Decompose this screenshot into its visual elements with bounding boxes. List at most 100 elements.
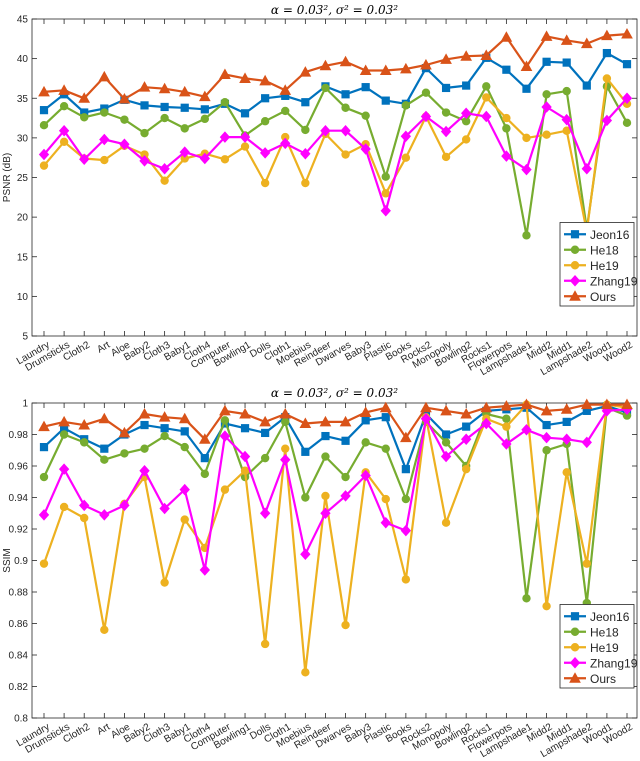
data-point-jeon16 [200,454,209,463]
data-point-zhang19 [159,163,170,175]
data-point-ours [219,68,231,79]
data-point-he18 [341,472,350,482]
y-tick-label: 10 [17,292,29,303]
data-point-he18 [502,414,511,423]
data-point-he19 [441,518,451,527]
data-point-zhang19 [79,499,90,512]
data-point-ours [500,400,513,411]
data-point-zhang19 [601,114,613,127]
data-point-he19 [401,153,411,162]
data-point-ours [601,29,613,41]
data-point-jeon16 [441,430,451,439]
data-point-zhang19 [219,430,231,442]
data-point-he18 [260,453,270,463]
data-point-zhang19 [360,469,371,482]
data-point-he18 [220,98,230,107]
data-point-he18 [180,124,189,133]
data-point-he19 [522,133,531,143]
series-zhang19 [38,92,633,217]
data-point-zhang19 [440,125,452,138]
data-point-zhang19 [320,507,331,519]
data-point-he18 [562,86,571,96]
data-point-he18 [321,83,330,93]
legend-entry-he18: He18 [590,243,619,257]
data-point-he19 [160,578,169,587]
data-point-ours [420,58,432,70]
data-point-he18 [381,444,390,453]
data-point-zhang19 [340,124,351,137]
legend-entry-zhang19: Zhang19 [590,274,638,288]
data-point-zhang19 [259,147,271,159]
data-point-jeon16 [301,447,310,456]
psnr-chart-title: α = 0.03², σ² = 0.03² [271,3,398,17]
data-point-he18 [522,594,531,603]
data-point-zhang19 [360,143,371,155]
data-point-he18 [120,115,129,124]
data-point-he18 [160,113,169,123]
data-point-he18 [39,120,49,130]
data-point-jeon16 [562,417,571,426]
data-point-jeon16 [582,81,591,90]
data-point-ours [400,62,412,74]
data-point-ours [259,415,271,427]
data-point-ours [319,415,332,427]
data-point-zhang19 [139,155,150,167]
y-tick-label: 0.92 [9,525,29,536]
y-tick-label: 0.84 [9,651,29,662]
data-point-jeon16 [522,84,531,93]
data-point-jeon16 [361,416,370,425]
y-tick-label: 0.94 [9,493,29,504]
y-tick-label: 1 [22,399,28,410]
data-point-ours [158,82,171,94]
data-point-zhang19 [179,146,190,158]
data-point-zhang19 [501,150,512,162]
data-point-zhang19 [280,137,291,150]
data-point-ours [379,401,392,413]
data-point-he19 [502,422,511,431]
data-point-zhang19 [420,110,432,123]
data-point-he18 [281,417,290,427]
series-ours [38,28,633,104]
data-point-zhang19 [380,516,391,529]
data-point-he19 [301,178,310,188]
data-point-ours [98,412,111,424]
data-point-jeon16 [441,83,451,93]
series-line-he18 [43,85,628,237]
data-point-he19 [482,93,491,102]
data-point-jeon16 [160,102,169,112]
data-point-he18 [39,472,49,482]
data-point-zhang19 [300,147,311,160]
data-point-jeon16 [240,424,250,433]
data-point-zhang19 [380,205,391,217]
legend-swatch-marker [569,672,581,683]
data-point-jeon16 [140,420,149,430]
data-point-zhang19 [420,413,432,425]
legend-swatch-marker [570,230,580,239]
data-point-zhang19 [179,483,190,496]
data-point-ours [319,59,332,71]
data-point-zhang19 [239,131,251,143]
data-point-he19 [341,150,350,159]
data-point-zhang19 [58,463,70,475]
data-point-ours [359,406,372,417]
data-point-ours [38,420,50,432]
legend-entry-ours: Ours [590,290,616,304]
y-tick-label: 0.8 [14,714,28,725]
legend-swatch-marker [569,290,581,301]
data-point-he18 [522,231,531,240]
data-point-he19 [260,639,270,649]
data-point-ours [540,404,553,416]
data-point-he19 [59,502,69,512]
y-tick-label: 0.82 [9,682,29,693]
data-point-ours [78,419,91,430]
data-point-ours [379,64,392,76]
data-point-he18 [502,124,511,133]
data-point-zhang19 [199,564,211,576]
data-point-jeon16 [240,109,250,118]
data-point-zhang19 [300,548,311,560]
data-point-ours [138,407,151,419]
data-point-ours [480,49,493,60]
legend-entry-jeon16: Jeon16 [590,610,630,624]
data-point-ours [339,55,352,67]
